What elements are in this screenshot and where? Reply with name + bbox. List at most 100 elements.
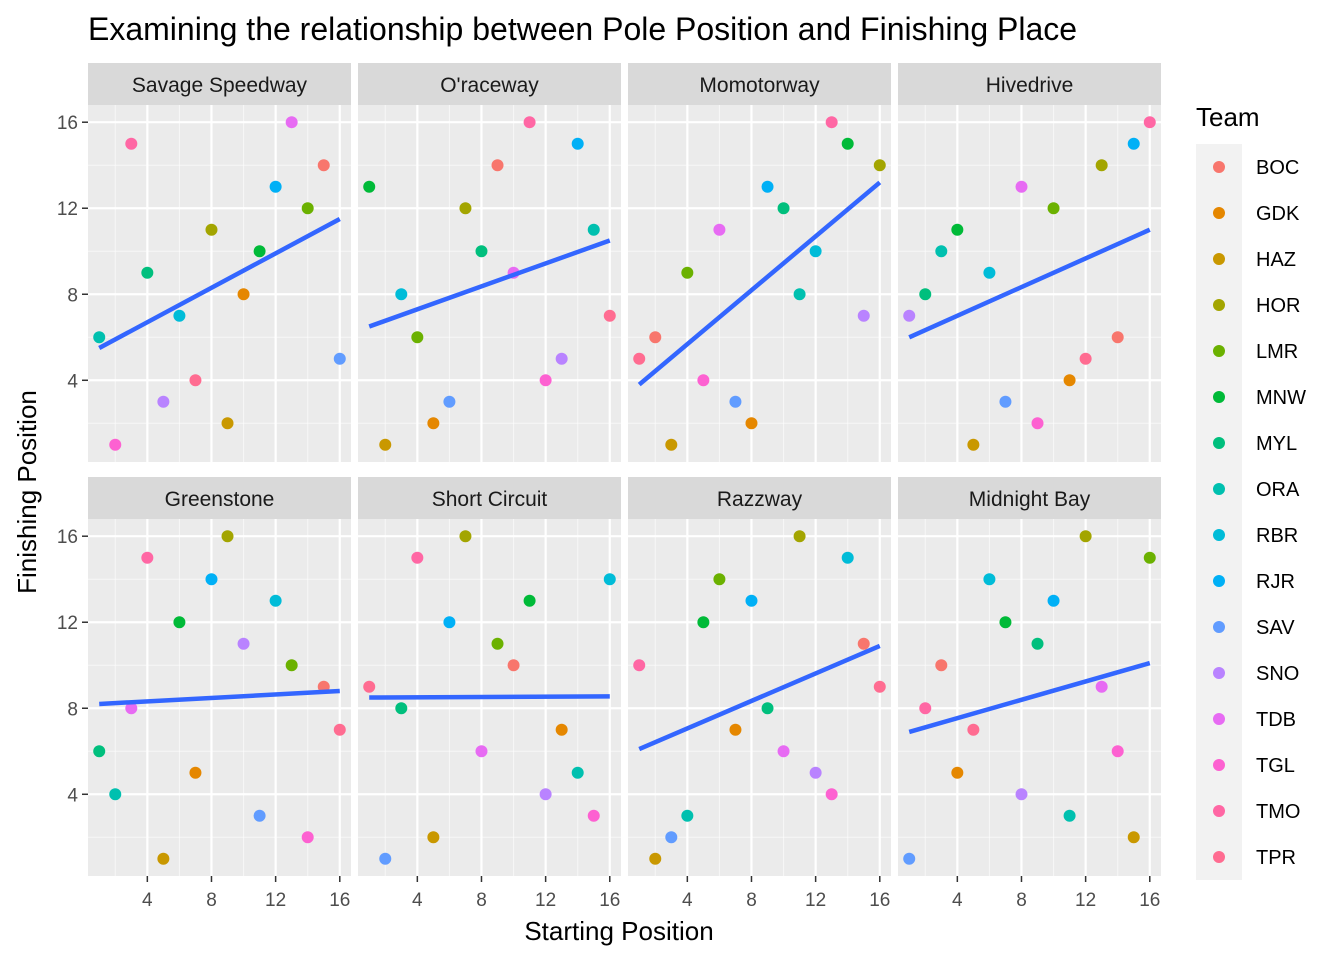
data-point-rjr <box>1127 137 1140 150</box>
data-point-gdk <box>745 417 758 430</box>
facet-strip <box>898 477 1161 519</box>
data-point-sav <box>729 395 742 408</box>
legend-key-sno <box>1213 667 1225 679</box>
legend-key-myl <box>1213 437 1225 449</box>
data-point-tgl <box>1111 745 1124 758</box>
data-point-ora <box>935 245 948 258</box>
data-point-mnw <box>253 245 266 258</box>
data-point-rbr <box>983 573 996 586</box>
data-point-lmr <box>285 659 298 672</box>
trend-line <box>368 238 611 329</box>
data-point-mnw <box>951 223 964 236</box>
legend-label: ORA <box>1256 479 1300 501</box>
data-point-boc <box>317 159 330 172</box>
facet-panel: O'raceway <box>358 63 621 462</box>
legend-label: HOR <box>1256 295 1300 317</box>
trend-line <box>98 216 341 351</box>
legend-label: TDB <box>1256 709 1296 731</box>
data-point-rbr <box>983 266 996 279</box>
data-point-rbr <box>173 309 186 322</box>
data-point-myl <box>395 702 408 715</box>
data-point-rbr <box>809 245 822 258</box>
facet-strip <box>358 477 621 519</box>
data-point-tmo <box>125 137 138 150</box>
data-point-sav <box>999 395 1012 408</box>
trend-line <box>99 688 340 707</box>
data-point-lmr <box>411 331 424 344</box>
data-point-tgl <box>539 374 552 387</box>
data-point-sno <box>1015 788 1028 801</box>
data-point-myl <box>475 245 488 258</box>
data-point-haz <box>967 438 980 451</box>
y-axis-title: Finishing Position <box>12 390 42 594</box>
data-point-rbr <box>841 551 854 564</box>
x-tick-label: 12 <box>535 890 556 911</box>
data-point-tgl <box>825 788 838 801</box>
legend-label: SNO <box>1256 663 1299 685</box>
trend-line <box>637 180 882 387</box>
data-point-tgl <box>1031 417 1044 430</box>
data-point-rbr <box>269 594 282 607</box>
data-point-ora <box>93 331 106 344</box>
data-point-gdk <box>1063 374 1076 387</box>
data-point-tmo <box>141 551 154 564</box>
data-point-gdk <box>427 417 440 430</box>
legend-label: BOC <box>1256 157 1299 179</box>
data-point-tgl <box>109 438 122 451</box>
data-point-tdb <box>285 116 298 129</box>
legend-key-rbr <box>1213 529 1225 541</box>
data-point-tgl <box>697 374 710 387</box>
data-point-sno <box>555 352 568 365</box>
legend-label: RJR <box>1256 571 1295 593</box>
data-point-myl <box>1031 637 1044 650</box>
y-tick-label: 12 <box>57 613 78 634</box>
data-point-myl <box>761 702 774 715</box>
data-point-haz <box>221 417 234 430</box>
x-tick-label: 4 <box>142 890 153 911</box>
legend-key-lmr <box>1213 345 1225 357</box>
data-point-boc <box>857 637 870 650</box>
data-point-mnw <box>999 616 1012 629</box>
data-point-myl <box>919 288 932 301</box>
data-point-tpr <box>1079 352 1092 365</box>
data-point-sav <box>903 852 916 865</box>
data-point-gdk <box>189 766 202 779</box>
data-point-hor <box>205 223 218 236</box>
x-tick-label: 8 <box>206 890 217 911</box>
legend-key-tgl <box>1213 759 1225 771</box>
legend-key-gdk <box>1213 207 1225 219</box>
data-point-haz <box>649 852 662 865</box>
legend-key-rjr <box>1213 575 1225 587</box>
data-point-tmo <box>919 702 932 715</box>
x-tick-label: 16 <box>869 890 890 911</box>
data-point-hor <box>793 530 806 543</box>
x-tick-label: 12 <box>805 890 826 911</box>
data-point-mnw <box>523 594 536 607</box>
data-point-tpr <box>603 309 616 322</box>
data-point-tdb <box>1015 180 1028 193</box>
data-point-tpr <box>633 352 646 365</box>
legend-key-tdb <box>1213 713 1225 725</box>
data-point-sno <box>903 309 916 322</box>
facet-strip <box>628 63 891 105</box>
data-point-rjr <box>571 137 584 150</box>
facet-strip-label: Savage Speedway <box>132 74 308 97</box>
x-tick-label: 12 <box>1075 890 1096 911</box>
data-point-rjr <box>269 180 282 193</box>
facet-strip <box>898 63 1161 105</box>
data-point-hor <box>1095 159 1108 172</box>
facet-panel: Short Circuit <box>358 477 621 876</box>
legend-label: SAV <box>1256 617 1295 639</box>
trend-line <box>908 227 1151 340</box>
data-point-tdb <box>1095 680 1108 693</box>
data-point-sav <box>443 395 456 408</box>
legend-key-boc <box>1213 161 1225 173</box>
data-point-tpr <box>967 723 980 736</box>
x-tick-label: 4 <box>412 890 423 911</box>
data-point-tdb <box>777 745 790 758</box>
facet-strip-label: Hivedrive <box>986 74 1074 97</box>
facet-strip <box>88 477 351 519</box>
legend-label: HAZ <box>1256 249 1296 271</box>
facet-strip-label: Momotorway <box>699 74 820 97</box>
data-point-lmr <box>1143 551 1156 564</box>
